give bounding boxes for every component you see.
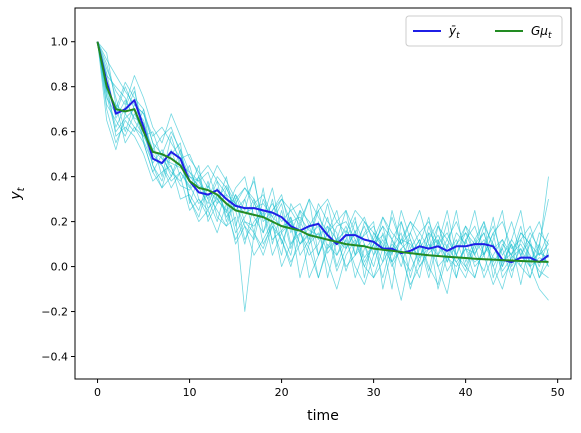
sample-path-8 bbox=[97, 41, 549, 256]
y-tick-label: 0.0 bbox=[51, 261, 69, 274]
x-tick-label: 0 bbox=[94, 386, 101, 399]
y-tick-label: 0.8 bbox=[51, 81, 69, 94]
y-axis-label: yt bbox=[8, 186, 27, 200]
y-tick-label: 0.2 bbox=[51, 216, 69, 229]
y-axis-ticks: −0.4 −0.2 0.0 0.2 0.4 0.6 0.8 1.0 bbox=[41, 36, 75, 364]
y-tick-label: 0.6 bbox=[51, 126, 69, 139]
x-axis-ticks: 0 10 20 30 40 50 bbox=[94, 379, 565, 399]
sample-path-13 bbox=[97, 41, 549, 312]
legend: ȳt Gμt bbox=[405, 15, 563, 47]
y-tick-label: 1.0 bbox=[51, 36, 69, 49]
legend-mean-label: ȳt bbox=[448, 24, 460, 41]
x-tick-label: 50 bbox=[551, 386, 565, 399]
x-tick-label: 40 bbox=[459, 386, 473, 399]
sample-path-11 bbox=[97, 41, 549, 290]
x-tick-label: 30 bbox=[367, 386, 381, 399]
sample-path-12 bbox=[97, 41, 549, 268]
x-tick-label: 10 bbox=[183, 386, 197, 399]
sample-path-2 bbox=[97, 41, 549, 286]
x-tick-label: 20 bbox=[275, 386, 289, 399]
y-tick-label: 0.4 bbox=[51, 171, 69, 184]
sample-paths bbox=[97, 41, 549, 312]
series-line-expected bbox=[96, 41, 549, 263]
y-tick-label: −0.4 bbox=[41, 351, 68, 364]
y-tick-label: −0.2 bbox=[41, 306, 68, 319]
sample-path-10 bbox=[97, 41, 549, 256]
series-lines bbox=[96, 41, 550, 264]
legend-box bbox=[405, 15, 563, 47]
series-line-mean bbox=[96, 41, 550, 264]
axes-frame bbox=[74, 7, 572, 380]
sample-path-15 bbox=[97, 41, 549, 272]
legend-expected-label: Gμt bbox=[531, 24, 552, 41]
x-axis-label: time bbox=[307, 408, 339, 424]
